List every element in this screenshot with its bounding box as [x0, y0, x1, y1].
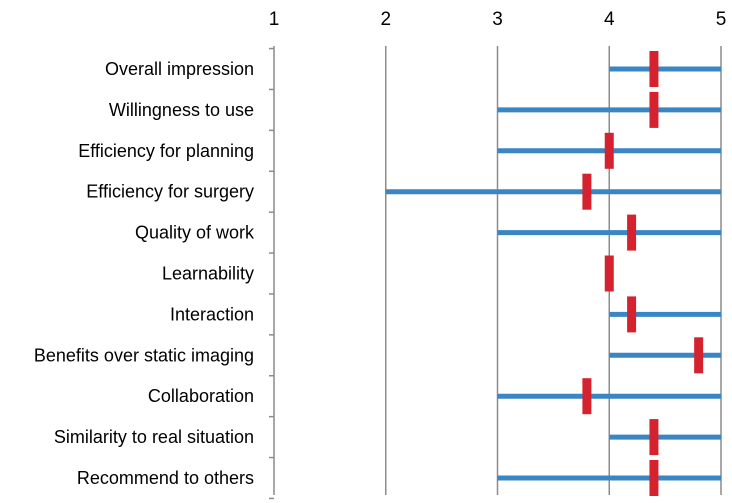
category-label: Interaction [170, 304, 254, 324]
x-axis-ticks: 1 2 3 4 5 [269, 9, 727, 30]
category-label: Collaboration [148, 386, 254, 406]
mean-marker [627, 296, 637, 333]
mean-marker [649, 419, 659, 456]
mean-marker [694, 337, 704, 374]
category-label: Similarity to real situation [54, 427, 254, 447]
x-tick-label: 5 [716, 9, 727, 30]
mean-marker [649, 51, 659, 87]
category-label: Benefits over static imaging [34, 345, 254, 365]
range-bars [385, 66, 721, 481]
category-label: Recommend to others [77, 468, 254, 488]
mean-marker [582, 378, 592, 415]
category-labels: Overall impression Willingness to use Effi… [34, 59, 255, 488]
category-label: Overall impression [105, 59, 254, 79]
x-tick-label: 1 [269, 9, 280, 30]
category-label: Willingness to use [109, 100, 254, 120]
mean-marker [649, 91, 659, 128]
category-label: Quality of work [135, 223, 255, 243]
category-label: Efficiency for surgery [86, 182, 254, 202]
mean-marker [627, 214, 637, 251]
y-axis [269, 46, 275, 500]
category-label: Efficiency for planning [78, 141, 254, 161]
grid-lines [385, 46, 722, 495]
mean-marker [649, 460, 659, 496]
mean-marker [582, 173, 592, 210]
x-tick-label: 4 [604, 9, 615, 30]
mean-markers [582, 51, 704, 496]
x-tick-label: 3 [492, 9, 503, 30]
mean-marker [604, 132, 614, 169]
category-label: Learnability [162, 264, 254, 284]
mean-marker [604, 255, 614, 292]
x-tick-label: 2 [380, 9, 391, 30]
